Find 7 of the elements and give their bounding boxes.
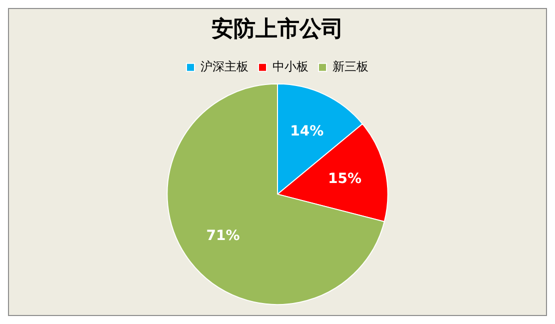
legend-label: 沪深主板 bbox=[200, 60, 248, 74]
chart-title: 安防上市公司 bbox=[212, 16, 344, 42]
data-label: 71% bbox=[206, 228, 240, 244]
legend-label: 中小板 bbox=[272, 60, 308, 74]
data-label: 14% bbox=[290, 123, 324, 140]
data-label: 15% bbox=[328, 170, 362, 187]
legend-label: 新三板 bbox=[332, 60, 368, 74]
